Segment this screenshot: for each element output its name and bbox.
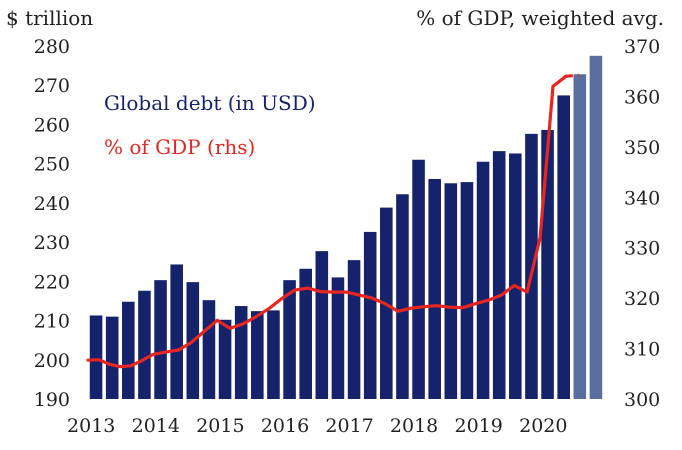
- left-tick-260: 260: [34, 114, 70, 136]
- bar-2014Q2: [170, 264, 183, 399]
- bar-2018Q4: [460, 182, 474, 399]
- legend-global-debt: Global debt (in USD): [104, 91, 316, 115]
- left-tick-230: 230: [34, 232, 70, 254]
- bar-2013Q2: [105, 316, 119, 399]
- x-tick-labels: 2013 2014 2015 2016 2017 2018 2019 2020: [67, 415, 567, 437]
- bar-2019Q1: [476, 161, 490, 399]
- bar-2015Q4: [267, 310, 280, 399]
- bar-2016Q2: [299, 268, 312, 399]
- bar-2018Q3: [444, 183, 458, 399]
- bar-2020Q1: [541, 129, 554, 399]
- left-tick-270: 270: [34, 75, 70, 97]
- bar-2013Q1: [89, 315, 103, 399]
- left-tick-200: 200: [34, 350, 70, 372]
- x-tick-2020: 2020: [519, 415, 567, 437]
- bar-2017Q4: [396, 194, 409, 399]
- gdp-line-estimate: [565, 73, 579, 78]
- left-tick-220: 220: [34, 271, 70, 293]
- bar-2015Q1: [218, 319, 232, 399]
- x-tick-2013: 2013: [67, 415, 115, 437]
- bar-2020Q2: [557, 95, 570, 400]
- bar-2018Q2: [428, 178, 441, 399]
- right-tick-labels: 300 310 320 330 340 350 360 370: [624, 36, 660, 411]
- left-tick-labels: 190 200 210 220 230 240 250 260 270 280: [34, 36, 70, 411]
- bar-2014Q4: [202, 300, 216, 399]
- x-tick-2015: 2015: [196, 415, 244, 437]
- right-tick-320: 320: [624, 288, 660, 310]
- bar-2019Q2: [492, 151, 506, 399]
- left-tick-190: 190: [34, 389, 70, 411]
- gdp-line: [86, 74, 568, 369]
- bar-2013Q3: [122, 301, 135, 399]
- bar-2016Q1: [283, 280, 296, 399]
- bar-2015Q3: [251, 311, 264, 399]
- bar-2013Q4: [138, 290, 151, 399]
- left-tick-280: 280: [34, 36, 70, 58]
- right-tick-310: 310: [624, 339, 660, 361]
- bar-2014Q1: [154, 280, 167, 399]
- bar-2015Q2: [234, 306, 248, 399]
- left-tick-240: 240: [34, 193, 70, 215]
- bar-2019Q3: [509, 153, 522, 399]
- x-tick-2017: 2017: [325, 415, 373, 437]
- line-series-group: [86, 73, 579, 369]
- right-tick-350: 350: [624, 137, 660, 159]
- left-tick-250: 250: [34, 154, 70, 176]
- legend-percent-gdp: % of GDP (rhs): [104, 135, 255, 159]
- bar-2016Q3: [315, 251, 329, 399]
- left-axis-label: $ trillion: [6, 6, 93, 30]
- bar-2020Q4: [589, 55, 603, 400]
- bar-2018Q1: [412, 159, 425, 399]
- bar-2017Q1: [347, 260, 361, 399]
- right-tick-330: 330: [624, 238, 660, 260]
- x-tick-2014: 2014: [132, 415, 180, 437]
- right-axis-label: % of GDP, weighted avg.: [416, 6, 664, 30]
- right-tick-360: 360: [624, 86, 660, 108]
- bar-2016Q4: [331, 277, 345, 399]
- bar-2017Q2: [363, 231, 377, 399]
- right-tick-300: 300: [624, 389, 660, 411]
- bar-2019Q4: [525, 133, 538, 400]
- x-tick-2019: 2019: [455, 415, 503, 437]
- x-tick-2016: 2016: [261, 415, 309, 437]
- x-tick-2018: 2018: [390, 415, 438, 437]
- right-tick-370: 370: [624, 36, 660, 58]
- left-tick-210: 210: [34, 311, 70, 333]
- bar-2020Q3: [573, 74, 587, 400]
- right-tick-340: 340: [624, 187, 660, 209]
